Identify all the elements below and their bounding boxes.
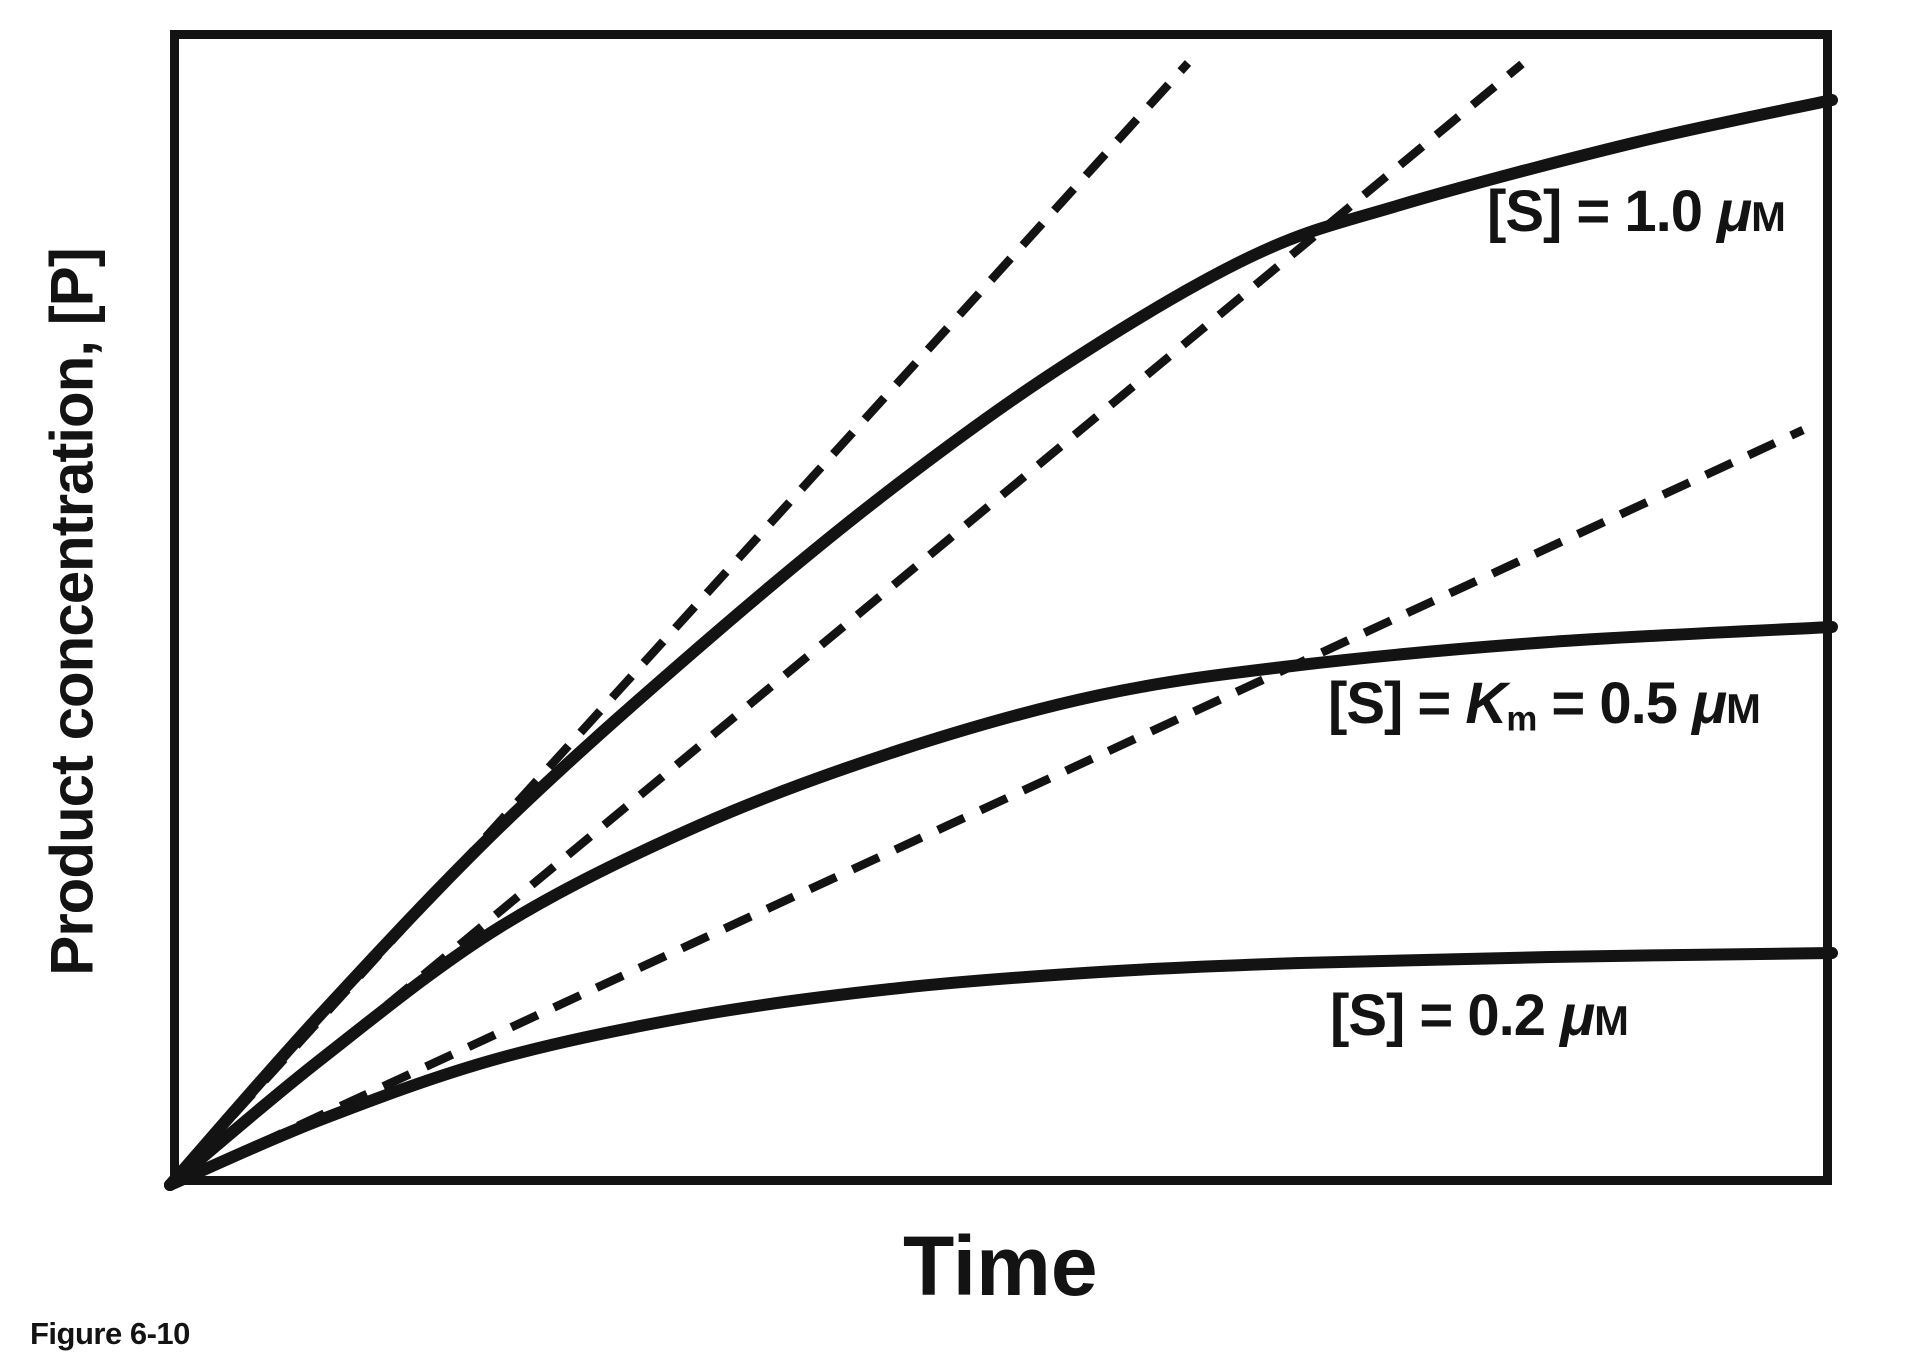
label-segment: M xyxy=(1594,997,1629,1044)
label-segment: M xyxy=(1751,193,1786,240)
curve-label-s-0.2uM: [S] = 0.2 μM xyxy=(1330,982,1629,1049)
curve-s-0.5uM xyxy=(164,621,1838,1191)
label-segment: m xyxy=(1506,699,1537,739)
label-segment: [S] = xyxy=(1328,671,1466,736)
label-segment: [S] = 1.0 xyxy=(1487,179,1718,244)
label-segment: μ xyxy=(1692,671,1727,736)
label-segment: μ xyxy=(1560,983,1595,1048)
tangent-line-s-0.2uM xyxy=(168,426,1805,1189)
plot-frame xyxy=(170,30,1832,1185)
label-segment: M xyxy=(1726,685,1761,732)
label-segment: μ xyxy=(1717,179,1752,244)
label-segment: [S] = 0.2 xyxy=(1330,983,1561,1048)
figure-caption: Figure 6-10 xyxy=(30,1316,190,1351)
label-segment: K xyxy=(1465,671,1507,736)
label-segment: = 0.5 xyxy=(1536,671,1693,736)
curve-label-s-km-0.5uM: [S] = Km = 0.5 μM xyxy=(1328,670,1761,740)
curve-s-1uM xyxy=(164,94,1838,1191)
curve-s-0.2uM xyxy=(164,947,1838,1191)
x-axis-label: Time xyxy=(903,1219,1098,1313)
curve-label-s-1.0uM: [S] = 1.0 μM xyxy=(1487,178,1786,245)
y-axis-label: Product concentration, [P] xyxy=(38,248,106,976)
